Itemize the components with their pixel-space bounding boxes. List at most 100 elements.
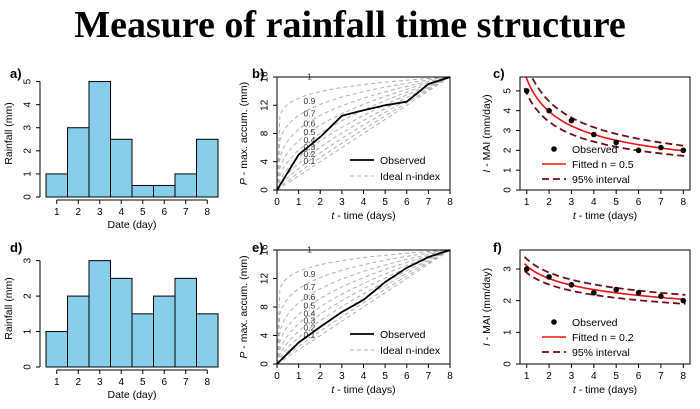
bar <box>110 277 133 368</box>
bar <box>110 138 133 198</box>
x-tick-label: 4 <box>361 371 367 382</box>
panel-label: e) <box>252 240 264 255</box>
n-index-label: 1 <box>307 71 312 81</box>
legend-observed-swatch <box>551 319 557 325</box>
ideal-curve <box>276 249 451 365</box>
n-index-label: 1 <box>307 244 312 254</box>
ideal-curve <box>276 76 451 191</box>
accumulation-chart-4: e) 10.90.70.60.50.40.30.20.10 1 2 3 4 5 6 7 80481… <box>238 240 453 396</box>
ideal-curve <box>276 249 451 365</box>
panel-label: d) <box>10 240 22 255</box>
y-tick-label: 3 <box>23 125 34 131</box>
y-axis-label: Rainfall (mm) <box>3 102 15 164</box>
ideal-curve <box>276 249 451 365</box>
n-index-label: 0.1 <box>304 156 316 166</box>
legend-observed-label: Observed <box>380 329 426 341</box>
x-tick-label: 7 <box>426 197 432 208</box>
x-tick-label: 8 <box>204 377 210 388</box>
figure-title: Measure of rainfall time structure <box>74 4 626 46</box>
x-tick-label: 6 <box>161 207 167 218</box>
x-tick-label: 7 <box>183 377 189 388</box>
ideal-curve <box>276 249 451 365</box>
panel-label: b) <box>252 66 264 81</box>
observed-line <box>276 249 451 365</box>
y-tick-label: 0 <box>503 361 514 367</box>
observed-point <box>568 282 575 288</box>
y-tick-label: 3 <box>503 266 514 272</box>
y-tick-label: 16 <box>260 244 271 256</box>
x-tick-label: 8 <box>204 207 210 218</box>
ideal-curve <box>276 249 451 365</box>
observed-point <box>635 147 642 154</box>
y-tick-label: 5 <box>23 78 34 84</box>
bar <box>131 184 154 198</box>
x-tick-label: 5 <box>140 207 146 218</box>
x-tick-label: 7 <box>658 371 664 382</box>
x-tick-label: 3 <box>97 377 103 388</box>
bar <box>88 81 111 198</box>
y-tick-label: 1 <box>503 167 514 173</box>
x-tick-label: 5 <box>613 371 619 382</box>
y-tick-label: 1 <box>23 171 34 177</box>
bar-chart-0: a) 1 2 3 4 5 6 7 8 0 1 2 3 4 5 Rainfall (mm) Date (day) <box>3 66 219 231</box>
ideal-curve <box>276 76 451 191</box>
x-tick-label: 4 <box>361 197 367 208</box>
y-tick-label: 2 <box>23 293 34 299</box>
y-tick-label: 3 <box>503 127 514 133</box>
legend-ideal-label: Ideal n-index <box>380 171 441 183</box>
y-tick-label: 0 <box>503 187 514 193</box>
y-tick-label: 4 <box>260 159 271 165</box>
y-tick-label: 4 <box>23 101 34 107</box>
x-axis-label: Date (day) <box>107 219 156 231</box>
x-tick-label: 5 <box>140 377 146 388</box>
mai-chart-5: f) 1 2 3 4 5 6 7 8 0 1 2 3 I - MAI (mm/day) t - time (… <box>481 240 691 396</box>
y-tick-label: 0 <box>260 361 271 367</box>
observed-point <box>546 274 552 280</box>
y-axis-label: I - MAI (mm/day) <box>481 94 493 172</box>
x-tick-label: 0 <box>274 371 280 382</box>
observed-point <box>680 297 687 304</box>
x-tick-label: 8 <box>447 197 453 208</box>
y-tick-label: 12 <box>260 99 271 111</box>
ideal-curve <box>276 249 451 365</box>
x-tick-label: 7 <box>658 197 664 208</box>
x-tick-label: 2 <box>546 371 552 382</box>
n-index-label: 0.4 <box>304 135 316 145</box>
x-tick-label: 1 <box>296 197 302 208</box>
ideal-curve <box>276 76 451 191</box>
plot-frame <box>519 249 691 365</box>
y-tick-label: 0 <box>23 194 34 200</box>
ideal-curve <box>276 76 451 191</box>
x-tick-label: 2 <box>75 377 81 388</box>
x-tick-label: 3 <box>569 371 575 382</box>
bar <box>174 173 197 198</box>
x-tick-label: 3 <box>339 197 345 208</box>
y-tick-label: 5 <box>503 88 514 94</box>
n-index-label: 0.9 <box>304 96 316 106</box>
x-tick-label: 8 <box>447 371 453 382</box>
x-tick-label: 1 <box>54 377 60 388</box>
legend-fitted-label: Fitted n = 0.5 <box>572 159 634 171</box>
x-axis-label: t - time (days) <box>573 384 637 396</box>
n-index-label: 0.2 <box>304 149 316 159</box>
y-tick-label: 3 <box>23 257 34 263</box>
x-tick-label: 3 <box>569 197 575 208</box>
bar <box>153 184 176 198</box>
y-tick-label: 1 <box>503 329 514 335</box>
bar <box>45 173 68 198</box>
plot-frame <box>519 76 691 191</box>
n-index-label: 0.5 <box>304 127 316 137</box>
legend-interval-label: 95% interval <box>572 174 630 186</box>
panel-label: c) <box>493 66 505 81</box>
y-axis-label: P - max. accum. (mm) <box>238 255 250 358</box>
n-index-label: 0.2 <box>304 323 316 333</box>
n-index-label: 0.7 <box>304 109 316 119</box>
y-tick-label: 12 <box>260 273 271 285</box>
y-tick-label: 4 <box>503 107 514 113</box>
observed-line <box>276 76 451 191</box>
ideal-curve <box>276 249 451 365</box>
x-axis-label: Date (day) <box>107 389 156 401</box>
observed-point <box>546 107 552 114</box>
bar-chart-3: d) 1 2 3 4 5 6 7 8 0 1 2 3 Rainfall (mm) Date (day) <box>3 240 219 401</box>
plot-area <box>523 77 687 157</box>
